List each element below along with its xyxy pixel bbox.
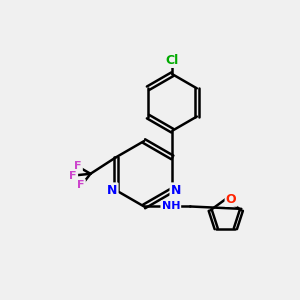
Text: F: F xyxy=(70,171,77,181)
Text: N: N xyxy=(171,184,181,196)
Text: F: F xyxy=(77,180,85,190)
Text: N: N xyxy=(107,184,117,196)
Text: F: F xyxy=(74,161,82,171)
Text: NH: NH xyxy=(162,202,180,212)
Text: O: O xyxy=(226,193,236,206)
Text: Cl: Cl xyxy=(166,54,179,67)
